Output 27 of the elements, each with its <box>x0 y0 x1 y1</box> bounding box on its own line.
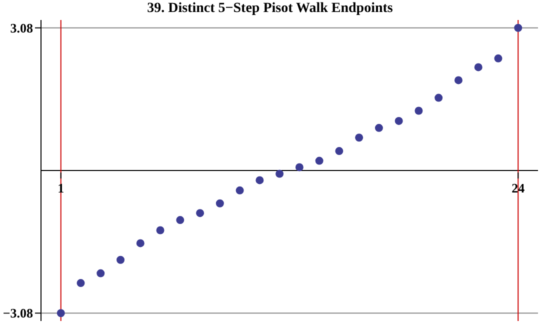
point <box>494 54 502 62</box>
point <box>156 226 164 234</box>
point <box>76 279 85 288</box>
point <box>96 269 105 278</box>
y-tick-label: −3.08 <box>2 306 34 321</box>
y-tick-label: 3.08 <box>10 20 34 36</box>
chart-title: 39. Distinct 5−Step Pisot Walk Endpoints <box>146 1 394 17</box>
point <box>474 63 482 72</box>
point <box>374 124 383 132</box>
point <box>434 94 443 102</box>
point <box>136 239 144 248</box>
point <box>394 116 403 125</box>
point <box>295 163 304 172</box>
point <box>216 199 224 208</box>
point <box>176 216 184 224</box>
point <box>196 209 204 218</box>
point <box>276 170 284 178</box>
point <box>355 134 364 142</box>
point <box>236 186 244 194</box>
point <box>414 106 423 115</box>
point <box>335 147 344 156</box>
point <box>454 76 462 84</box>
point <box>315 156 324 165</box>
point <box>514 24 522 32</box>
point <box>256 176 264 184</box>
point <box>56 309 65 318</box>
point <box>116 256 125 264</box>
